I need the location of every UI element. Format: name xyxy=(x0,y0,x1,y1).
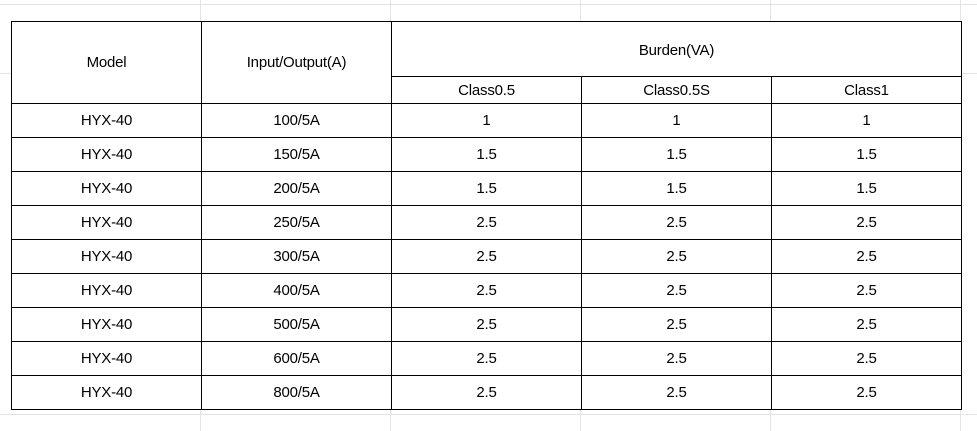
cell-class-0-5: 2.5 xyxy=(391,205,582,240)
cell-class-0-5s: 2.5 xyxy=(581,341,772,376)
cell-input-output: 400/5A xyxy=(201,273,392,308)
cell-class-1: 1.5 xyxy=(771,137,962,172)
cell-class-1: 1.5 xyxy=(771,171,962,206)
cell-class-1: 2.5 xyxy=(771,375,962,410)
cell-class-0-5s: 2.5 xyxy=(581,307,772,342)
table-row: HYX-40 800/5A 2.5 2.5 2.5 xyxy=(11,375,962,410)
cell-class-1: 1 xyxy=(771,103,962,138)
cell-class-1: 2.5 xyxy=(771,239,962,274)
cell-input-output: 800/5A xyxy=(201,375,392,410)
table-row: HYX-40 400/5A 2.5 2.5 2.5 xyxy=(11,273,962,308)
table-row: HYX-40 250/5A 2.5 2.5 2.5 xyxy=(11,205,962,240)
cell-input-output: 150/5A xyxy=(201,137,392,172)
cell-class-0-5s: 1.5 xyxy=(581,171,772,206)
cell-class-0-5s: 2.5 xyxy=(581,239,772,274)
cell-class-0-5: 1 xyxy=(391,103,582,138)
cell-model: HYX-40 xyxy=(11,375,202,410)
header-class-0-5: Class0.5 xyxy=(391,76,582,104)
burden-spec-table: Model Input/Output(A) Burden(VA) Class0.… xyxy=(11,21,962,410)
cell-input-output: 600/5A xyxy=(201,341,392,376)
header-class-1: Class1 xyxy=(771,76,962,104)
cell-class-0-5s: 2.5 xyxy=(581,205,772,240)
cell-model: HYX-40 xyxy=(11,307,202,342)
table-row: HYX-40 300/5A 2.5 2.5 2.5 xyxy=(11,239,962,274)
header-model: Model xyxy=(11,21,202,104)
cell-class-0-5s: 1.5 xyxy=(581,137,772,172)
cell-class-1: 2.5 xyxy=(771,273,962,308)
cell-class-0-5: 2.5 xyxy=(391,307,582,342)
header-input-output: Input/Output(A) xyxy=(201,21,392,104)
cell-class-1: 2.5 xyxy=(771,307,962,342)
table-row: HYX-40 150/5A 1.5 1.5 1.5 xyxy=(11,137,962,172)
cell-model: HYX-40 xyxy=(11,239,202,274)
table-row: HYX-40 200/5A 1.5 1.5 1.5 xyxy=(11,171,962,206)
cell-class-0-5s: 1 xyxy=(581,103,772,138)
cell-model: HYX-40 xyxy=(11,137,202,172)
cell-class-0-5: 2.5 xyxy=(391,273,582,308)
cell-class-0-5s: 2.5 xyxy=(581,273,772,308)
cell-model: HYX-40 xyxy=(11,205,202,240)
cell-class-0-5: 1.5 xyxy=(391,137,582,172)
cell-model: HYX-40 xyxy=(11,171,202,206)
cell-class-0-5s: 2.5 xyxy=(581,375,772,410)
cell-model: HYX-40 xyxy=(11,273,202,308)
cell-input-output: 500/5A xyxy=(201,307,392,342)
cell-input-output: 300/5A xyxy=(201,239,392,274)
cell-class-0-5: 2.5 xyxy=(391,341,582,376)
cell-input-output: 200/5A xyxy=(201,171,392,206)
cell-input-output: 100/5A xyxy=(201,103,392,138)
cell-class-0-5: 1.5 xyxy=(391,171,582,206)
cell-model: HYX-40 xyxy=(11,341,202,376)
table-row: HYX-40 100/5A 1 1 1 xyxy=(11,103,962,138)
cell-class-0-5: 2.5 xyxy=(391,375,582,410)
cell-input-output: 250/5A xyxy=(201,205,392,240)
header-burden: Burden(VA) xyxy=(391,21,962,77)
table-row: HYX-40 600/5A 2.5 2.5 2.5 xyxy=(11,341,962,376)
table-row: HYX-40 500/5A 2.5 2.5 2.5 xyxy=(11,307,962,342)
header-class-0-5s: Class0.5S xyxy=(581,76,772,104)
cell-class-0-5: 2.5 xyxy=(391,239,582,274)
cell-model: HYX-40 xyxy=(11,103,202,138)
cell-class-1: 2.5 xyxy=(771,341,962,376)
cell-class-1: 2.5 xyxy=(771,205,962,240)
